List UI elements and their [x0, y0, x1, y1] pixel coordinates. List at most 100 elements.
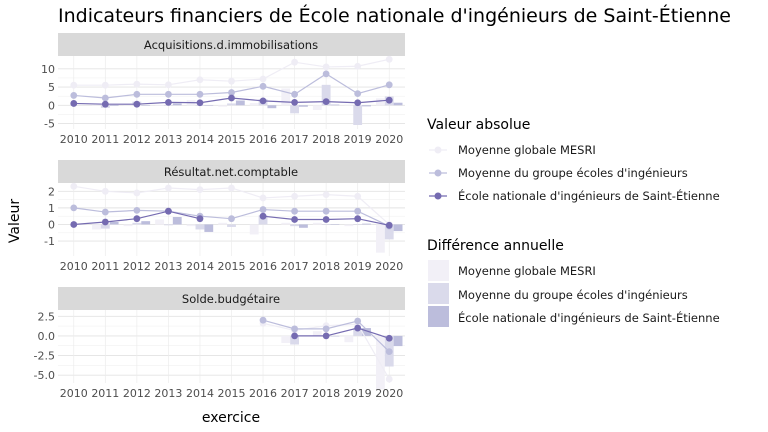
y-tick-label: 0 — [48, 218, 55, 231]
data-point-moyenne-globale-mesri — [133, 80, 141, 88]
x-tick-label: 2018 — [312, 260, 340, 273]
diff-bar-moyenne-du-groupe-ecoles-d-ingenieurs — [290, 335, 300, 345]
diff-bar-moyenne-globale-mesri — [281, 88, 291, 106]
strip-background — [58, 160, 405, 183]
data-point-moyenne-du-groupe-ecoles-d-ingenieurs — [228, 89, 235, 96]
y-tick-label: -5.0 — [34, 369, 55, 382]
x-tick-label: 2017 — [281, 133, 309, 146]
legend-bar-key — [428, 260, 449, 281]
data-point-ecole-nationale-d-ingenieurs-de-saint-etienne — [196, 99, 204, 107]
diff-bar-ecole-nationale-d-ingenieurs-de-saint-etienne — [330, 104, 340, 106]
data-point-ecole-nationale-d-ingenieurs-de-saint-etienne — [291, 216, 298, 223]
y-tick-label: -2.5 — [34, 350, 55, 363]
x-tick-label: 2015 — [218, 133, 246, 146]
data-point-ecole-nationale-d-ingenieurs-de-saint-etienne — [259, 212, 267, 220]
legend-line-label-groupe: Moyenne du groupe écoles d'ingénieurs — [458, 166, 688, 180]
data-point-moyenne-du-groupe-ecoles-d-ingenieurs — [354, 90, 362, 97]
data-point-moyenne-globale-mesri — [259, 194, 267, 202]
data-point-ecole-nationale-d-ingenieurs-de-saint-etienne — [354, 215, 362, 223]
legend-point-key — [434, 192, 442, 200]
data-point-moyenne-du-groupe-ecoles-d-ingenieurs — [291, 325, 298, 333]
strip-background — [58, 287, 405, 310]
x-tick-label: 2016 — [249, 387, 277, 400]
data-point-moyenne-globale-mesri — [70, 81, 78, 89]
x-tick-label: 2013 — [154, 260, 182, 273]
diff-bar-moyenne-du-groupe-ecoles-d-ingenieurs — [353, 224, 363, 225]
data-point-moyenne-du-groupe-ecoles-d-ingenieurs — [101, 94, 109, 102]
data-point-ecole-nationale-d-ingenieurs-de-saint-etienne — [101, 100, 109, 108]
data-point-moyenne-globale-mesri — [228, 184, 235, 192]
data-point-moyenne-globale-mesri — [259, 75, 267, 83]
y-tick-label: 1 — [48, 202, 55, 215]
diff-bar-ecole-nationale-d-ingenieurs-de-saint-etienne — [362, 105, 371, 107]
data-point-ecole-nationale-d-ingenieurs-de-saint-etienne — [70, 221, 78, 228]
diff-bar-moyenne-globale-mesri — [155, 105, 164, 107]
data-point-ecole-nationale-d-ingenieurs-de-saint-etienne — [101, 218, 109, 226]
y-axis-title: Valeur — [7, 199, 23, 243]
data-point-moyenne-du-groupe-ecoles-d-ingenieurs — [196, 90, 204, 98]
data-point-moyenne-globale-mesri — [228, 77, 235, 85]
x-tick-label: 2013 — [154, 387, 182, 400]
diff-bar-ecole-nationale-d-ingenieurs-de-saint-etienne — [204, 224, 214, 232]
diff-bar-moyenne-globale-mesri — [312, 222, 322, 225]
diff-bar-ecole-nationale-d-ingenieurs-de-saint-etienne — [267, 105, 277, 109]
x-tick-label: 2019 — [344, 133, 372, 146]
data-point-ecole-nationale-d-ingenieurs-de-saint-etienne — [385, 221, 393, 229]
x-tick-label: 2019 — [344, 260, 372, 273]
diff-bar-moyenne-du-groupe-ecoles-d-ingenieurs — [132, 222, 142, 225]
x-tick-label: 2012 — [123, 133, 151, 146]
data-point-moyenne-du-groupe-ecoles-d-ingenieurs — [101, 208, 109, 216]
data-point-moyenne-globale-mesri — [322, 191, 330, 199]
x-tick-label: 2014 — [186, 260, 214, 273]
x-tick-label: 2018 — [312, 387, 340, 400]
data-point-moyenne-du-groupe-ecoles-d-ingenieurs — [354, 207, 362, 215]
legend-title-bars: Différence annuelle — [427, 238, 564, 254]
data-point-moyenne-du-groupe-ecoles-d-ingenieurs — [259, 82, 267, 90]
data-point-moyenne-du-groupe-ecoles-d-ingenieurs — [133, 90, 141, 98]
diff-bar-moyenne-du-groupe-ecoles-d-ingenieurs — [258, 215, 268, 225]
data-point-moyenne-globale-mesri — [322, 63, 330, 71]
legend-title-lines: Valeur absolue — [427, 117, 530, 133]
diff-bar-ecole-nationale-d-ingenieurs-de-saint-etienne — [330, 335, 340, 337]
x-tick-label: 2010 — [60, 133, 88, 146]
diff-bar-moyenne-du-groupe-ecoles-d-ingenieurs — [163, 224, 173, 226]
x-tick-label: 2016 — [249, 133, 277, 146]
x-tick-label: 2011 — [91, 387, 119, 400]
y-tick-label: -1 — [44, 235, 55, 248]
y-tick-label: 2 — [48, 185, 55, 198]
data-point-moyenne-du-groupe-ecoles-d-ingenieurs — [259, 206, 267, 213]
x-tick-label: 2011 — [91, 133, 119, 146]
diff-bar-ecole-nationale-d-ingenieurs-de-saint-etienne — [299, 105, 308, 107]
data-point-moyenne-globale-mesri — [385, 55, 393, 63]
data-point-ecole-nationale-d-ingenieurs-de-saint-etienne — [385, 334, 393, 342]
legend-line-label-ensise: École nationale d'ingénieurs de Saint-Ét… — [458, 188, 720, 203]
y-tick-label: 0 — [48, 99, 55, 112]
data-point-moyenne-globale-mesri — [70, 182, 78, 190]
diff-bar-ecole-nationale-d-ingenieurs-de-saint-etienne — [393, 102, 403, 106]
diff-bar-ecole-nationale-d-ingenieurs-de-saint-etienne — [109, 221, 119, 225]
diff-bar-ecole-nationale-d-ingenieurs-de-saint-etienne — [362, 328, 371, 336]
diff-bar-moyenne-globale-mesri — [218, 105, 228, 107]
data-point-ecole-nationale-d-ingenieurs-de-saint-etienne — [133, 215, 141, 223]
data-point-ecole-nationale-d-ingenieurs-de-saint-etienne — [354, 324, 362, 332]
data-point-moyenne-du-groupe-ecoles-d-ingenieurs — [322, 325, 330, 333]
diff-bar-moyenne-globale-mesri — [375, 98, 385, 106]
data-point-moyenne-du-groupe-ecoles-d-ingenieurs — [354, 317, 362, 325]
data-point-moyenne-du-groupe-ecoles-d-ingenieurs — [228, 215, 235, 223]
y-tick-label: 0.0 — [38, 330, 56, 343]
series-line-ecole-nationale-d-ingenieurs-de-saint-etienne — [294, 327, 390, 339]
diff-bar-moyenne-globale-mesri — [375, 224, 385, 253]
y-tick-label: 2.5 — [38, 310, 56, 323]
diff-bar-ecole-nationale-d-ingenieurs-de-saint-etienne — [172, 103, 182, 106]
data-point-moyenne-globale-mesri — [385, 375, 393, 383]
data-point-moyenne-du-groupe-ecoles-d-ingenieurs — [322, 70, 330, 78]
legend-bar-key — [428, 306, 449, 327]
data-point-moyenne-du-groupe-ecoles-d-ingenieurs — [165, 90, 172, 98]
diff-bar-ecole-nationale-d-ingenieurs-de-saint-etienne — [330, 224, 340, 225]
diff-bar-moyenne-du-groupe-ecoles-d-ingenieurs — [321, 224, 331, 225]
data-point-ecole-nationale-d-ingenieurs-de-saint-etienne — [385, 96, 393, 104]
data-point-ecole-nationale-d-ingenieurs-de-saint-etienne — [228, 94, 235, 102]
x-tick-label: 2011 — [91, 260, 119, 273]
diff-bar-moyenne-globale-mesri — [123, 224, 133, 227]
diff-bar-ecole-nationale-d-ingenieurs-de-saint-etienne — [141, 105, 151, 106]
